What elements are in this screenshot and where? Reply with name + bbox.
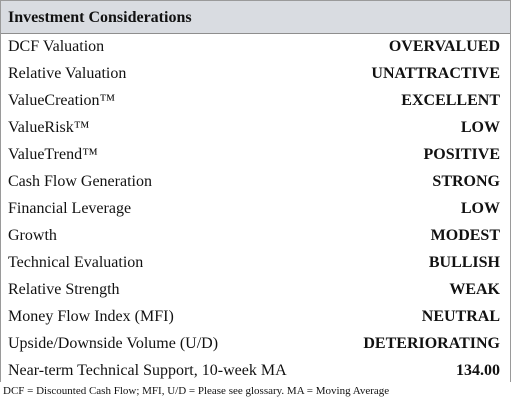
row-label: Technical Evaluation [8,254,144,271]
row-value: LOW [460,200,500,217]
row-value: POSITIVE [423,146,500,163]
row-label: Growth [8,227,57,244]
row-value: EXCELLENT [401,92,500,109]
row-value: MODEST [430,227,500,244]
row-value: WEAK [449,281,500,298]
row-value: DETERIORATING [363,335,500,352]
row-value: NEUTRAL [421,308,500,325]
table-title: Investment Considerations [8,9,192,26]
row-label: Relative Valuation [8,65,127,82]
row-label: Upside/Downside Volume (U/D) [8,335,219,352]
table-header: Investment Considerations [1,1,510,34]
row-label: Financial Leverage [8,200,132,217]
row-value: UNATTRACTIVE [371,65,500,82]
row-value: LOW [460,119,500,136]
row-label: Near-term Technical Support, 10-week MA [8,362,287,379]
table: Investment Considerations DCF Valuation O… [0,0,511,382]
row-label: Money Flow Index (MFI) [8,308,174,325]
row-label: Cash Flow Generation [8,173,152,190]
footnote: DCF = Discounted Cash Flow; MFI, U/D = P… [3,385,390,397]
row-value: STRONG [432,173,500,190]
row-label: DCF Valuation [8,38,105,55]
row-label: ValueRisk™ [8,119,90,136]
row-value: 134.00 [456,362,500,379]
row-value: OVERVALUED [388,38,500,55]
row-label: ValueTrend™ [8,146,98,163]
row-label: Relative Strength [8,281,120,298]
row-label: ValueCreation™ [8,92,116,109]
row-value: BULLISH [428,254,500,271]
